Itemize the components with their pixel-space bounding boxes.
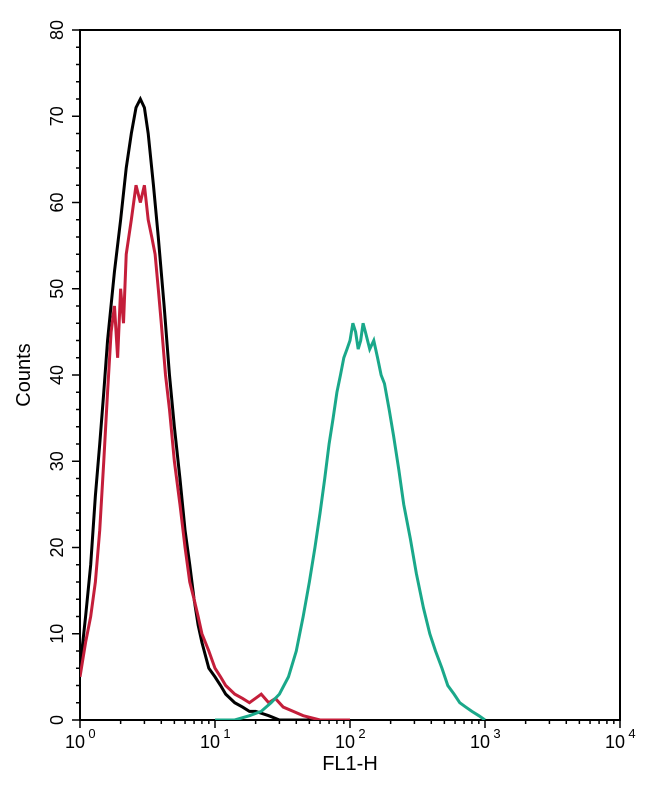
chart-svg: 01020304050607080Counts100101102103104FL…: [0, 0, 650, 792]
svg-text:50: 50: [47, 279, 67, 299]
svg-text:20: 20: [47, 537, 67, 557]
svg-text:60: 60: [47, 192, 67, 212]
svg-text:4: 4: [628, 726, 635, 741]
svg-text:0: 0: [88, 726, 95, 741]
svg-text:30: 30: [47, 451, 67, 471]
svg-text:3: 3: [493, 726, 500, 741]
svg-text:10: 10: [470, 732, 490, 752]
svg-text:10: 10: [65, 732, 85, 752]
svg-text:10: 10: [47, 624, 67, 644]
svg-text:80: 80: [47, 20, 67, 40]
svg-text:10: 10: [200, 732, 220, 752]
svg-text:Counts: Counts: [13, 343, 35, 406]
svg-text:10: 10: [605, 732, 625, 752]
svg-text:1: 1: [223, 726, 230, 741]
flow-cytometry-chart: 01020304050607080Counts100101102103104FL…: [0, 0, 650, 792]
svg-text:2: 2: [358, 726, 365, 741]
svg-text:10: 10: [335, 732, 355, 752]
svg-text:0: 0: [47, 715, 67, 725]
svg-text:40: 40: [47, 365, 67, 385]
svg-text:FL1-H: FL1-H: [322, 753, 378, 775]
svg-text:70: 70: [47, 106, 67, 126]
